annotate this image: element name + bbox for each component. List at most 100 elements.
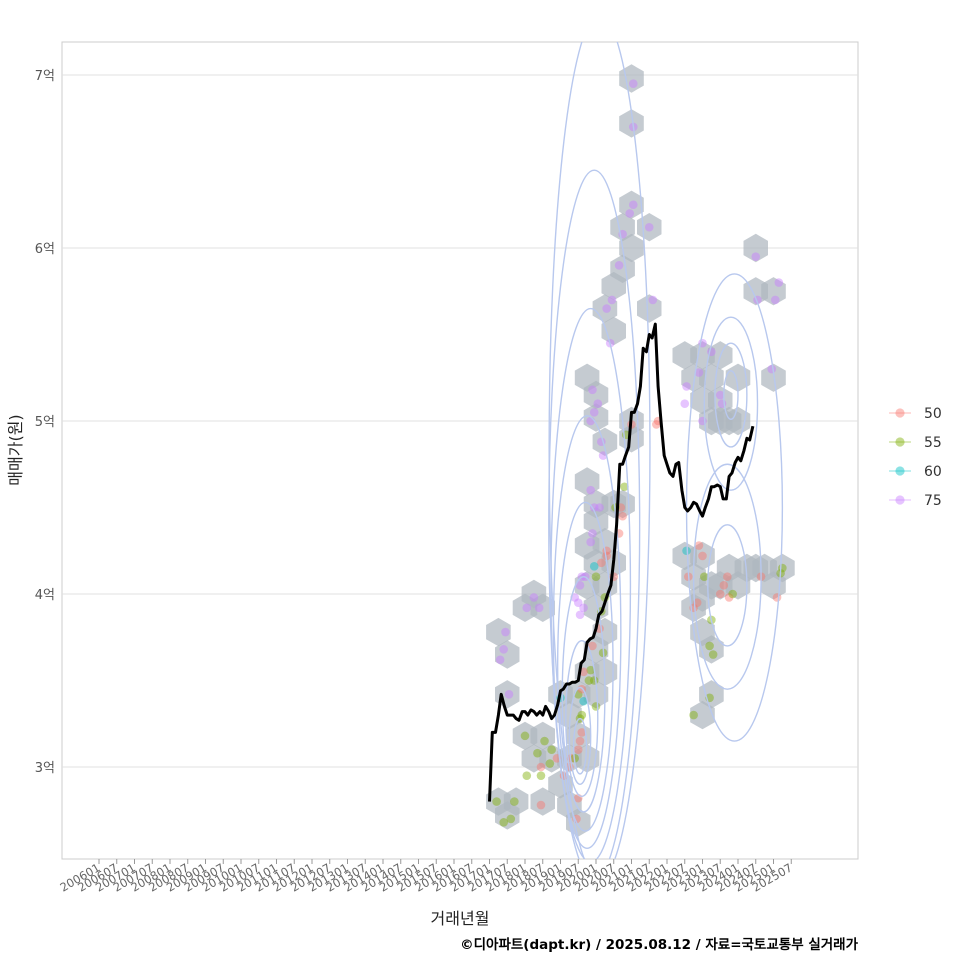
data-point bbox=[588, 641, 597, 651]
data-point bbox=[591, 572, 601, 581]
data-point bbox=[598, 451, 608, 460]
plot-panel bbox=[61, 41, 859, 860]
data-point bbox=[708, 650, 718, 659]
density-contour bbox=[548, 42, 651, 859]
data-point bbox=[495, 655, 505, 665]
data-point bbox=[618, 511, 627, 521]
y-tick-label: 5억 bbox=[35, 415, 55, 430]
data-point bbox=[573, 598, 583, 607]
data-point bbox=[536, 762, 546, 772]
data-point bbox=[705, 641, 714, 651]
density-contour bbox=[565, 640, 599, 798]
data-point bbox=[694, 541, 704, 550]
source-caption: ©디아파트(dapt.kr) / 2025.08.12 / 자료=국토교통부 실… bbox=[460, 937, 858, 953]
data-point bbox=[597, 558, 606, 568]
data-point bbox=[545, 759, 555, 768]
data-point bbox=[520, 731, 530, 741]
density-contour bbox=[692, 463, 762, 690]
data-point bbox=[778, 563, 787, 573]
legend-label: 75 bbox=[924, 493, 942, 509]
density-contour bbox=[548, 169, 641, 859]
data-point bbox=[586, 537, 595, 547]
hexbin bbox=[592, 427, 618, 456]
data-point bbox=[577, 728, 587, 737]
y-tick-label: 6억 bbox=[35, 242, 55, 257]
data-point bbox=[547, 745, 556, 754]
hexbin bbox=[601, 316, 626, 346]
data-point bbox=[614, 261, 624, 270]
hexbin bbox=[761, 277, 786, 306]
median-price-line bbox=[488, 322, 755, 802]
hexbin bbox=[743, 233, 768, 263]
data-point bbox=[499, 818, 509, 827]
data-point bbox=[715, 589, 725, 599]
legend-label: 60 bbox=[924, 464, 942, 480]
data-point bbox=[652, 420, 661, 429]
density-contour bbox=[707, 524, 748, 647]
data-point bbox=[579, 603, 588, 613]
density-contour bbox=[703, 316, 759, 491]
hexbin bbox=[770, 553, 795, 583]
data-point bbox=[628, 79, 638, 88]
data-point bbox=[767, 364, 777, 374]
data-point bbox=[724, 593, 734, 602]
data-point bbox=[589, 562, 599, 571]
hexbin bbox=[592, 617, 618, 647]
data-point bbox=[575, 736, 585, 746]
hexbin bbox=[708, 386, 733, 415]
data-point bbox=[522, 771, 532, 780]
hexbin bbox=[495, 640, 520, 669]
density-contour bbox=[568, 686, 592, 785]
x-axis-title: 거래년월 bbox=[431, 909, 490, 928]
data-point bbox=[595, 503, 604, 512]
hexbin bbox=[583, 403, 609, 432]
hexbin bbox=[699, 635, 724, 664]
legend-key-point bbox=[895, 437, 905, 447]
data-point bbox=[625, 209, 635, 218]
data-point bbox=[699, 572, 709, 581]
data-point bbox=[588, 529, 597, 538]
hexbin bbox=[610, 254, 635, 283]
data-point bbox=[723, 572, 732, 581]
hexbin bbox=[699, 680, 724, 709]
data-point bbox=[533, 748, 542, 758]
data-point bbox=[575, 610, 585, 620]
data-point bbox=[499, 645, 509, 654]
density-contour bbox=[714, 342, 748, 448]
data-point bbox=[719, 581, 729, 590]
data-point bbox=[573, 745, 583, 754]
hexbin bbox=[619, 64, 644, 93]
data-point bbox=[575, 581, 585, 590]
data-point bbox=[774, 278, 784, 287]
data-point bbox=[698, 551, 707, 561]
data-point bbox=[689, 710, 698, 720]
legend-key-point bbox=[895, 466, 905, 476]
data-point bbox=[682, 382, 691, 391]
data-point bbox=[620, 482, 629, 492]
hexbin bbox=[761, 363, 786, 392]
hexbin bbox=[583, 680, 609, 709]
hexbin bbox=[503, 787, 529, 816]
median-line-layer bbox=[488, 322, 755, 802]
density-contour bbox=[561, 576, 606, 813]
data-point bbox=[589, 676, 599, 685]
data-point bbox=[534, 603, 544, 613]
data-point bbox=[591, 702, 601, 711]
data-point bbox=[589, 408, 599, 417]
data-point bbox=[584, 676, 594, 685]
data-point bbox=[694, 368, 704, 377]
data-point bbox=[770, 295, 780, 305]
data-point bbox=[602, 551, 611, 561]
data-point bbox=[501, 627, 510, 637]
data-point bbox=[682, 546, 691, 556]
hexbin bbox=[530, 787, 555, 816]
hexbin bbox=[530, 721, 555, 751]
data-point bbox=[593, 399, 603, 409]
hexbin bbox=[637, 294, 662, 323]
hexbin bbox=[486, 617, 511, 647]
y-tick-label: 3억 bbox=[35, 761, 55, 776]
hexbin bbox=[574, 744, 600, 773]
data-point bbox=[506, 814, 516, 824]
data-point bbox=[540, 736, 549, 746]
